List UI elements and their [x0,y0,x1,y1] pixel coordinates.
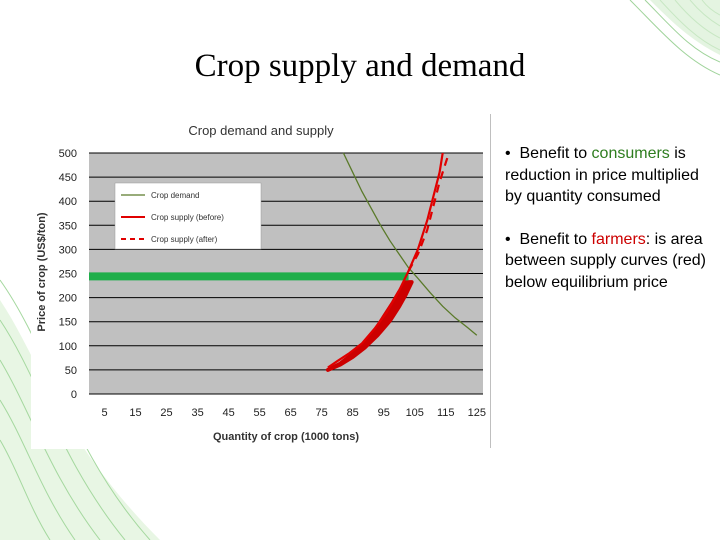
x-tick-label: 115 [437,407,455,419]
y-tick-label: 200 [59,293,77,305]
chart-divider [490,114,491,448]
x-tick-label: 105 [406,407,424,419]
x-tick-label: 25 [160,407,172,419]
x-tick-label: 75 [316,407,328,419]
chart-svg: 0 50 100 150 200 250 300 350 400 450 500 5 15 25 35 45 5… [36,123,486,443]
bullet-text-pre: Benefit to [519,145,592,162]
bullet-consumers: • Benefit to consumers is reduction in p… [505,143,715,208]
farmer-benefit-region [325,280,414,372]
slide-title: Crop supply and demand [194,48,526,84]
y-tick-label: 0 [71,389,77,401]
bullet-list: • Benefit to consumers is reduction in p… [505,143,715,314]
bullet-marker: • [505,230,511,248]
y-tick-label: 300 [59,244,77,256]
bullet-text-post: : is area between supply curves (red) be… [505,230,706,291]
series-line-0 [342,152,478,336]
bullet-farmers: • Benefit to farmers: is area between su… [505,229,715,294]
x-tick-label: 35 [191,407,203,419]
y-tick-label: 450 [59,172,77,184]
y-axis-label: Price of crop (US$/ton) [36,212,48,332]
legend-label: Crop supply (before) [151,213,224,222]
y-tick-label: 100 [59,341,77,353]
y-tick-label: 150 [59,317,77,329]
y-tick-label: 250 [59,269,77,281]
legend-label: Crop demand [151,191,199,200]
keyword-farmers: farmers [591,230,646,248]
y-tick-label: 350 [59,220,77,232]
x-tick-label: 125 [468,407,486,419]
bullet-text-post: is reduction in price multiplied by quan… [505,145,699,205]
series-line-2 [407,152,450,272]
consumer-benefit-band [89,272,409,281]
x-axis-label: Quantity of crop (1000 tons) [213,431,359,443]
y-tick-label: 500 [59,148,77,160]
x-tick-label: 15 [129,407,141,419]
y-tick-label: 400 [59,196,77,208]
bullet-marker: • [505,145,511,162]
x-tick-label: 55 [254,407,266,419]
series-line-1 [327,152,444,369]
legend-label: Crop supply (after) [151,235,218,244]
bullet-text-pre: Benefit to [519,230,592,248]
x-tick-label: 65 [285,407,297,419]
x-tick-label: 5 [101,407,107,419]
keyword-consumers: consumers [591,145,670,162]
x-tick-label: 85 [347,407,359,419]
x-tick-label: 45 [222,407,234,419]
y-tick-label: 50 [65,365,77,377]
x-tick-label: 95 [378,407,390,419]
chart-title: Crop demand and supply [188,123,334,138]
chart-panel: 0 50 100 150 200 250 300 350 400 450 500 5 15 25 35 45 5… [31,114,493,449]
corner-decoration-top [629,0,720,76]
